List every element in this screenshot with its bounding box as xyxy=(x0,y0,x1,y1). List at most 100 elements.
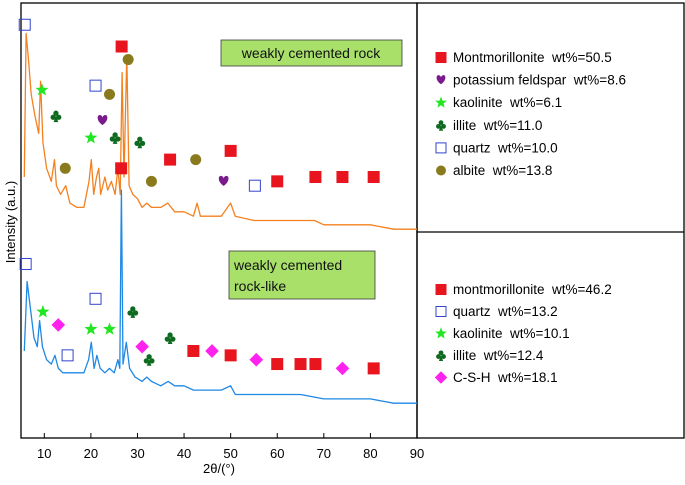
legend-label: kaolinite wt%=6.1 xyxy=(453,95,562,110)
legend-entry: illite wt%=12.4 xyxy=(436,348,544,363)
marker-diamond xyxy=(51,318,66,332)
peak-markers xyxy=(18,18,380,376)
marker-circle xyxy=(122,54,134,66)
legend-label: quartz wt%=13.2 xyxy=(453,304,558,319)
marker-club xyxy=(143,354,155,366)
legend-entry: albite wt%=13.8 xyxy=(436,163,552,178)
legend-label: Montmorillonite wt%=50.5 xyxy=(453,50,612,65)
marker-circle xyxy=(190,154,202,166)
legend-entry: quartz wt%=10.0 xyxy=(435,140,558,155)
marker-square xyxy=(309,358,322,371)
marker-square xyxy=(19,258,32,270)
legend-entry: quartz wt%=13.2 xyxy=(435,304,558,319)
legend-label: illite wt%=11.0 xyxy=(453,118,542,133)
marker-diamond xyxy=(335,361,350,376)
annotation-top-text: weakly cemented rock xyxy=(241,45,382,61)
legend-label: montmorillonite wt%=46.2 xyxy=(453,282,612,297)
legend-marker-club xyxy=(436,350,446,361)
marker-circle xyxy=(59,162,71,174)
x-tick-label: 10 xyxy=(37,446,51,461)
legend-marker-circle xyxy=(436,165,446,176)
x-tick-label: 40 xyxy=(177,446,191,461)
marker-club xyxy=(109,132,121,144)
legend-area-frame xyxy=(416,2,685,439)
marker-star xyxy=(36,305,50,318)
legend-label: C-S-H wt%=18.1 xyxy=(453,370,558,385)
legend-entry: kaolinite wt%=6.1 xyxy=(435,95,562,110)
marker-square xyxy=(89,292,102,305)
marker-star xyxy=(84,131,98,144)
annotation-top-box xyxy=(220,39,403,67)
legend-marker-star xyxy=(435,96,447,108)
marker-square xyxy=(271,358,284,371)
marker-square xyxy=(115,40,128,53)
legend-entry: montmorillonite wt%=46.2 xyxy=(435,282,612,297)
marker-circle xyxy=(145,175,157,187)
marker-square xyxy=(224,144,237,157)
legend-entry: C-S-H wt%=18.1 xyxy=(434,370,558,385)
marker-square xyxy=(367,171,380,183)
marker-square xyxy=(18,18,31,31)
legend-entry: illite wt%=11.0 xyxy=(436,118,542,133)
marker-club xyxy=(164,332,176,344)
marker-square xyxy=(309,171,322,183)
marker-square xyxy=(187,345,200,357)
legend-marker-square xyxy=(435,142,447,154)
marker-star xyxy=(84,322,98,335)
marker-club xyxy=(127,306,139,318)
x-tick-label: 30 xyxy=(130,446,144,461)
legend-marker-square xyxy=(435,306,447,317)
annotation-top: weakly cemented rock xyxy=(220,39,403,67)
x-tick-label: 90 xyxy=(410,446,424,461)
marker-star xyxy=(35,83,49,96)
legend-marker-club xyxy=(436,120,446,131)
legend-entry: potassium feldspar wt%=8.6 xyxy=(436,73,626,88)
x-axis-label: 2θ/(°) xyxy=(203,461,235,476)
marker-diamond xyxy=(205,344,219,358)
y-axis-label: Intensity (a.u.) xyxy=(3,181,18,263)
marker-square xyxy=(271,175,284,188)
annotation-bottom: weakly cemented rock-like xyxy=(228,250,376,300)
legend-label: kaolinite wt%=10.1 xyxy=(453,326,570,341)
x-tick-label: 70 xyxy=(317,446,331,461)
legend-marker-diamond xyxy=(434,371,448,384)
series-top-curve xyxy=(23,32,417,230)
marker-square xyxy=(89,79,102,92)
marker-square xyxy=(115,162,128,175)
x-tick-label: 50 xyxy=(223,446,237,461)
marker-square xyxy=(367,362,380,375)
legend-label: albite wt%=13.8 xyxy=(453,163,552,178)
legend-label: illite wt%=12.4 xyxy=(453,348,544,363)
legend-marker-square xyxy=(435,52,447,63)
annotation-bottom-line-1: weakly cemented xyxy=(233,257,342,273)
marker-square xyxy=(61,349,74,362)
series-bottom-curve xyxy=(23,189,417,404)
annotation-bottom-line-2: rock-like xyxy=(234,278,286,294)
marker-square xyxy=(164,153,177,166)
legend-label: potassium feldspar wt%=8.6 xyxy=(453,73,626,88)
annotation-bottom-box xyxy=(228,250,376,300)
legend-entry: kaolinite wt%=10.1 xyxy=(435,326,570,341)
marker-diamond xyxy=(249,352,264,367)
marker-star xyxy=(103,322,116,335)
marker-heart xyxy=(218,175,229,186)
marker-square xyxy=(336,171,349,183)
x-tick-label: 60 xyxy=(270,446,284,461)
marker-club xyxy=(134,136,146,149)
legend-bottom: montmorillonite wt%=46.2 quartz wt%=13.2 k… xyxy=(434,282,612,385)
legend-entry: Montmorillonite wt%=50.5 xyxy=(435,50,612,65)
legend-label: quartz wt%=10.0 xyxy=(453,140,558,155)
legend-marker-square xyxy=(435,284,447,295)
marker-circle xyxy=(104,88,116,100)
x-tick-label: 80 xyxy=(363,446,377,461)
marker-heart xyxy=(97,114,108,126)
marker-square xyxy=(224,349,237,362)
marker-square xyxy=(294,358,307,371)
marker-club xyxy=(50,110,62,123)
x-ticks: 10 20 30 40 50 60 70 80 90 xyxy=(37,433,424,461)
legend-marker-heart xyxy=(436,75,446,85)
legend-top: Montmorillonite wt%=50.5 potassium feldsp… xyxy=(435,50,626,178)
legend-marker-star xyxy=(435,327,447,339)
x-tick-label: 20 xyxy=(84,446,98,461)
